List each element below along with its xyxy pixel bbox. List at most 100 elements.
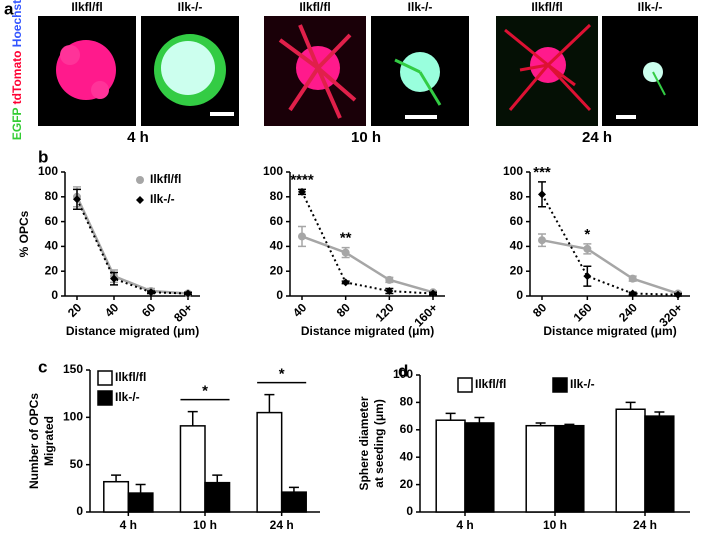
y-tick-label: 40: [270, 239, 284, 253]
y-tick-label: 60: [270, 214, 284, 228]
x-tick-label: 24 h: [270, 518, 294, 532]
x-axis-label: Distance migrated (μm): [301, 324, 434, 338]
marker: [538, 190, 546, 199]
y-tick-label: 100: [38, 164, 58, 178]
series-line: [76, 198, 189, 295]
panel-label: c: [38, 357, 47, 376]
marker: [147, 288, 155, 297]
y-axis-label: Migrated: [42, 416, 56, 466]
legend-swatch: [97, 390, 113, 406]
bar: [256, 411, 283, 513]
image-label: Ilk-/-: [638, 0, 663, 14]
marker: [385, 287, 394, 296]
marker: [538, 236, 546, 245]
series-line: [301, 235, 434, 294]
time-label: 4 h: [127, 129, 149, 146]
marker: [298, 232, 306, 241]
marker: [341, 278, 350, 287]
x-tick-label: 80+: [171, 300, 195, 324]
bar: [435, 419, 466, 513]
y-tick-label: 0: [51, 288, 58, 302]
marker: [298, 187, 306, 196]
error-bar: [135, 483, 146, 494]
error-bar: [264, 393, 275, 413]
y-tick-label: 0: [406, 504, 413, 518]
significance: ****: [290, 171, 314, 188]
marker: [341, 248, 350, 257]
y-tick-label: 60: [45, 214, 59, 228]
y-tick-label: 100: [63, 410, 83, 424]
y-tick-label: 0: [76, 504, 83, 518]
x-tick-label: 240: [616, 300, 640, 324]
error-bar: [288, 486, 299, 493]
y-tick-label: 20: [400, 477, 414, 491]
y-axis-label: at seeding (μm): [372, 399, 386, 488]
error-bar: [445, 412, 456, 421]
marker: [583, 272, 592, 281]
y-tick-label: 60: [400, 422, 414, 436]
y-tick-label: 100: [393, 367, 413, 381]
y-tick-label: 100: [263, 164, 283, 178]
y-tick-label: 100: [503, 164, 523, 178]
x-tick-label: 40: [290, 300, 310, 320]
series-line: [301, 191, 434, 295]
x-tick-label: 80: [334, 300, 354, 320]
panel-label: b: [38, 147, 48, 166]
legend-label: Ilk-/-: [570, 377, 595, 391]
series-line: [541, 238, 679, 295]
time-label: 24 h: [582, 129, 612, 146]
y-tick-label: 80: [510, 189, 524, 203]
significance: *: [279, 366, 285, 383]
x-tick-label: 80: [530, 300, 550, 320]
stain-label: Hoechst: [10, 0, 24, 47]
legend-label: Ilkfl/fl: [150, 172, 181, 186]
y-tick-label: 0: [276, 288, 283, 302]
legend-swatch: [97, 370, 113, 386]
marker: [429, 289, 437, 298]
marker: [110, 274, 118, 283]
x-tick-label: 4 h: [456, 518, 473, 532]
marker: [628, 274, 637, 283]
y-axis-label: Sphere diameter: [357, 396, 371, 490]
stain-legend: EGFP tdTomato Hoechst: [10, 0, 24, 140]
marker: [184, 289, 192, 298]
image-label: Ilk-/-: [408, 0, 433, 14]
x-tick-label: 24 h: [633, 518, 657, 532]
y-tick-label: 60: [510, 214, 524, 228]
legend-label: Ilk-/-: [115, 390, 140, 404]
image-panels: [38, 16, 698, 126]
error-bar: [212, 474, 223, 483]
time-label: 10 h: [351, 129, 381, 146]
error-bar: [111, 474, 122, 482]
y-tick-label: 20: [270, 263, 284, 277]
x-tick-label: 10 h: [543, 518, 567, 532]
panel-label: a: [4, 0, 14, 18]
bar: [103, 480, 130, 513]
x-tick-label: 160: [571, 300, 595, 324]
legend-swatch: [552, 377, 568, 393]
bar: [464, 422, 495, 513]
image-label: Ilkfl/fl: [71, 0, 102, 14]
y-tick-label: 0: [516, 288, 523, 302]
marker: [385, 275, 394, 284]
y-tick-label: 40: [510, 239, 524, 253]
bar: [525, 424, 556, 513]
significance: *: [202, 383, 208, 400]
y-axis-label: % OPCs: [17, 210, 31, 257]
bar: [127, 492, 154, 513]
significance: **: [340, 230, 352, 247]
legend-marker: [136, 176, 144, 184]
y-tick-label: 40: [400, 449, 414, 463]
y-tick-label: 20: [45, 263, 59, 277]
series-line: [541, 193, 679, 296]
stain-label: tdTomato: [10, 51, 24, 105]
legend-swatch: [457, 377, 473, 393]
x-axis-label: Distance migrated (μm): [66, 324, 199, 338]
bar: [644, 415, 675, 513]
error-bar: [187, 410, 198, 426]
x-tick-label: 4 h: [120, 518, 137, 532]
significance: *: [584, 226, 590, 243]
marker: [628, 289, 637, 298]
x-tick-label: 120: [373, 300, 397, 324]
error-bar: [474, 416, 485, 423]
